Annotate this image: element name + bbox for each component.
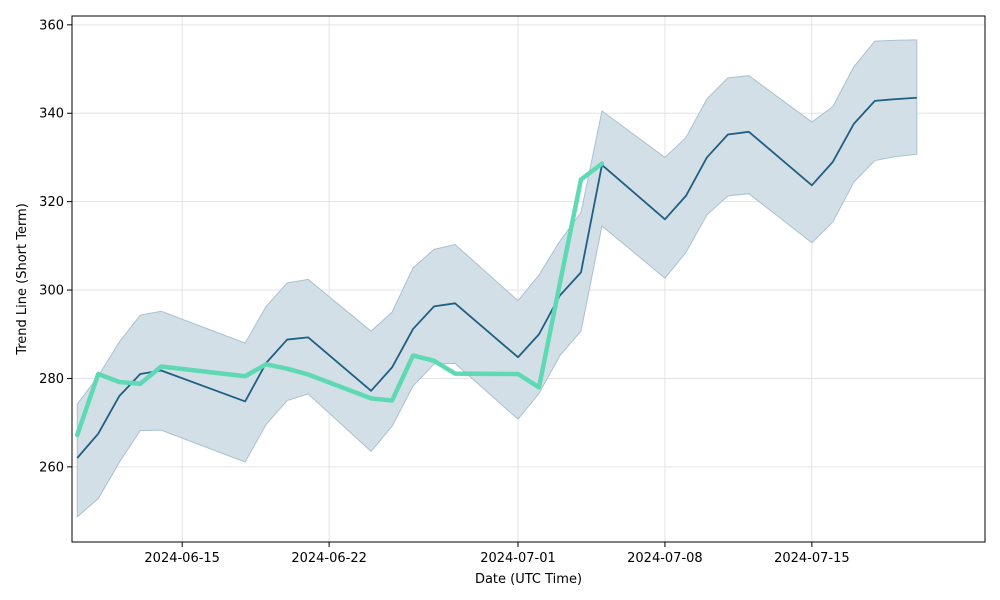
y-tick-label: 360 xyxy=(39,18,64,33)
x-tick-label: 2024-07-08 xyxy=(627,551,703,566)
y-tick-label: 280 xyxy=(39,372,64,387)
y-tick-label: 300 xyxy=(39,284,64,299)
trend-series-line xyxy=(76,96,917,459)
actual-series-line xyxy=(74,161,605,438)
confidence-band xyxy=(76,39,918,518)
y-tick-label: 340 xyxy=(39,107,64,122)
series-line-layer xyxy=(74,96,917,459)
tick-layer: 2024-06-15 2024-06-22 2024-07-01 2024-07-08… xyxy=(39,18,849,566)
confidence-band-layer xyxy=(76,39,918,518)
plot-frame xyxy=(71,15,986,543)
x-axis-label: Date (UTC Time) xyxy=(475,572,582,587)
x-tick-label: 2024-07-01 xyxy=(480,551,556,566)
x-tick-label: 2024-06-22 xyxy=(291,551,367,566)
y-axis-label: Trend Line (Short Term) xyxy=(15,203,30,356)
x-tick-label: 2024-06-15 xyxy=(144,551,220,566)
y-tick-label: 260 xyxy=(39,460,64,475)
y-tick-label: 320 xyxy=(39,195,64,210)
x-tick-label: 2024-07-15 xyxy=(774,551,850,566)
